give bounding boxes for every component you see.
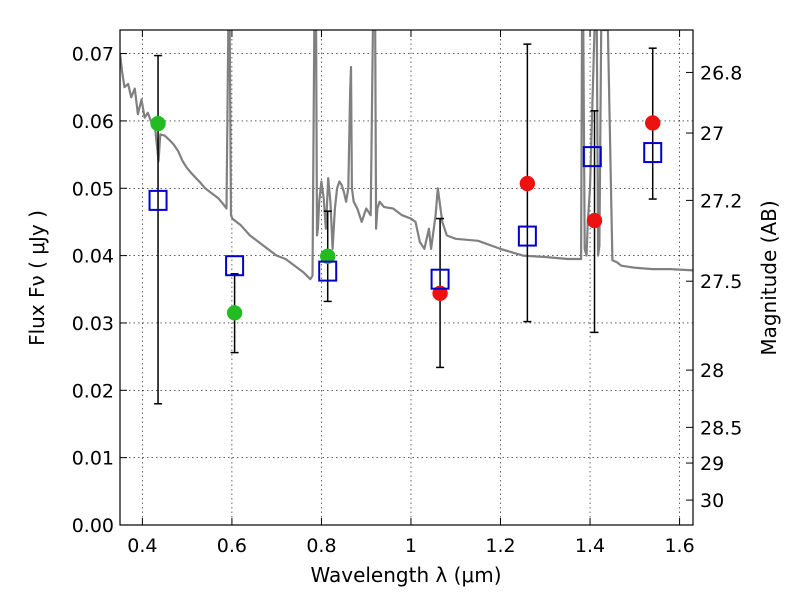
model-point-4 bbox=[517, 225, 537, 247]
y-tick-label: 0.07 bbox=[72, 44, 114, 66]
sed-curve bbox=[120, 30, 693, 281]
right-tick-label: 30 bbox=[700, 490, 724, 512]
right-axis-title: Magnitude (AB) bbox=[757, 200, 781, 355]
x-tick-label: 0.4 bbox=[127, 535, 157, 557]
data-point-1-3 bbox=[644, 115, 661, 131]
y-tick-label: 0.02 bbox=[72, 380, 114, 402]
axis-ticks bbox=[120, 30, 693, 526]
right-tick-label: 26.8 bbox=[700, 62, 742, 84]
data-point-0-1 bbox=[226, 305, 243, 321]
x-tick-label: 0.6 bbox=[217, 535, 247, 557]
x-tick-label: 1.6 bbox=[664, 535, 694, 557]
model-point-5 bbox=[582, 146, 602, 168]
y-tick-label: 0.04 bbox=[72, 246, 114, 268]
y-tick-label: 0.00 bbox=[72, 515, 114, 537]
data-points-layer bbox=[148, 43, 663, 405]
x-tick-label: 1.2 bbox=[485, 535, 515, 557]
model-point-2 bbox=[318, 260, 338, 282]
y-tick-label: 0.01 bbox=[72, 448, 114, 470]
sed-curve-layer bbox=[120, 30, 693, 281]
x-tick-label: 1.4 bbox=[575, 535, 605, 557]
right-tick-label: 27 bbox=[700, 123, 724, 145]
right-tick-label: 29 bbox=[700, 453, 724, 475]
data-point-0-0 bbox=[150, 115, 166, 132]
model-point-3 bbox=[430, 268, 450, 290]
y-tick-label: 0.03 bbox=[72, 313, 114, 335]
plot-background bbox=[120, 30, 693, 525]
x-axis-title: Wavelength λ (μm) bbox=[310, 563, 501, 587]
tick-labels: 0.4 0.6 0.8 1 1.2 1.4 1.6 0.00 0.01 0.02 0.03 0.04 0… bbox=[72, 44, 743, 557]
right-tick-label: 27.2 bbox=[700, 190, 742, 212]
x-tick-label: 1 bbox=[405, 535, 417, 557]
model-point-1 bbox=[225, 255, 245, 277]
plot-frame bbox=[119, 29, 694, 526]
y-tick-label: 0.05 bbox=[72, 178, 114, 200]
y-axis-title: Flux Fν ( μJy ) bbox=[25, 210, 49, 346]
right-tick-label: 27.5 bbox=[700, 271, 742, 293]
model-point-6 bbox=[643, 142, 663, 164]
data-point-0-2 bbox=[319, 248, 336, 265]
right-tick-label: 28 bbox=[700, 360, 724, 382]
model-point-0 bbox=[148, 189, 168, 211]
data-point-1-2 bbox=[586, 212, 603, 229]
data-point-1-1 bbox=[519, 175, 536, 192]
x-tick-label: 0.8 bbox=[306, 535, 336, 557]
y-tick-label: 0.06 bbox=[72, 111, 114, 133]
right-tick-label: 28.5 bbox=[700, 417, 742, 439]
